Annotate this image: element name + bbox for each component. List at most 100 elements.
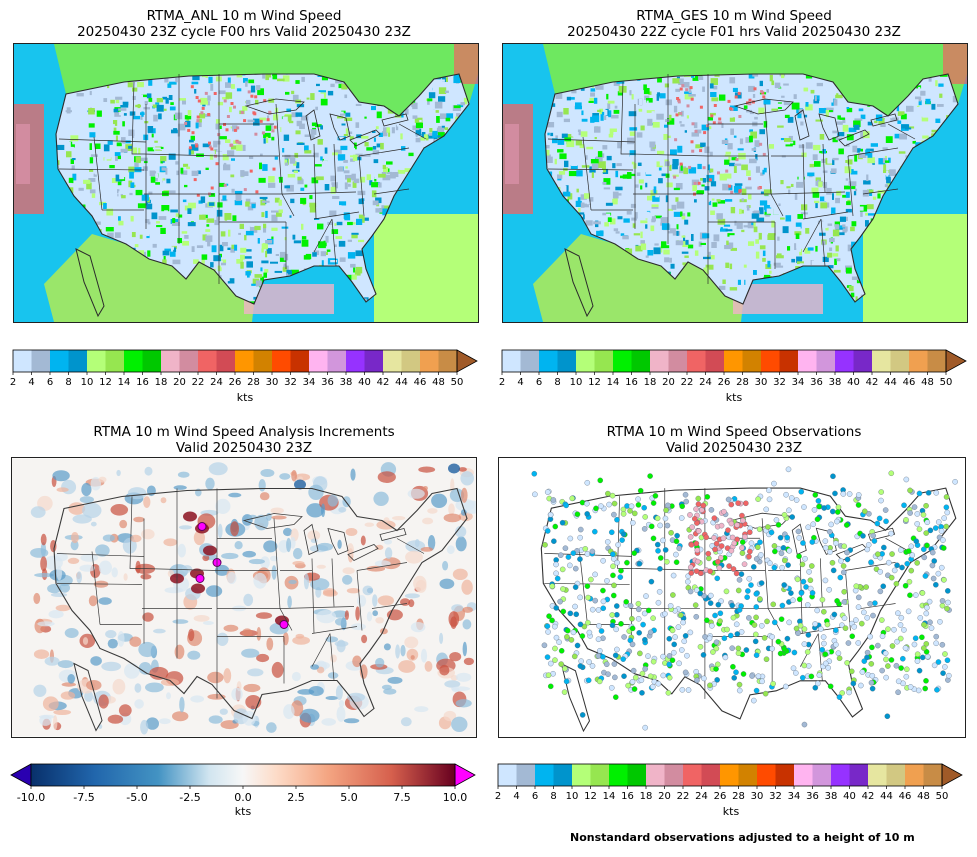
colorbar-tick-label: 2 bbox=[499, 377, 505, 388]
colorbar-segment bbox=[779, 350, 799, 372]
colorbar-tick-label: 10 bbox=[566, 791, 579, 802]
colorbar-tick-label: 42 bbox=[377, 377, 390, 388]
colorbar-tick-label: -7.5 bbox=[73, 791, 94, 804]
inc-colorbar-scale: -10.0 -7.5 -5.0 -2.5 0.0 2.5 5.0 7.5 10.0 bbox=[10, 763, 476, 804]
colorbar-segment bbox=[761, 350, 780, 372]
colorbar-segment bbox=[742, 350, 762, 372]
colorbar-segment bbox=[401, 350, 421, 372]
colorbar-tick-label: 26 bbox=[718, 377, 731, 388]
colorbar-segment bbox=[438, 350, 458, 372]
colorbar-segment bbox=[812, 764, 832, 786]
anl-colorbar: 2 4 6 8 10 12 14 16 18 20 22 24 26 28 30 32 34 36 38 40 42 44… bbox=[10, 349, 483, 388]
inc-title-line1: RTMA 10 m Wind Speed Analysis Increments bbox=[93, 424, 395, 440]
ges-title-line1: RTMA_GES 10 m Wind Speed bbox=[636, 8, 832, 24]
colorbar-segment bbox=[835, 350, 854, 372]
colorbar-segment bbox=[498, 764, 517, 786]
colorbar-tick-label: 6 bbox=[47, 377, 53, 388]
colorbar-tick-label: 14 bbox=[118, 377, 131, 388]
colorbar-tick-label: 24 bbox=[210, 377, 223, 388]
ges-map bbox=[502, 43, 968, 323]
colorbar-segment bbox=[50, 350, 69, 372]
colorbar-segment bbox=[905, 764, 924, 786]
colorbar-tick-label: 30 bbox=[755, 377, 768, 388]
colorbar-segment bbox=[683, 764, 702, 786]
colorbar-tick-label: 18 bbox=[155, 377, 168, 388]
colorbar-tick-label: 22 bbox=[677, 791, 690, 802]
colorbar-segment bbox=[775, 764, 795, 786]
colorbar-segment bbox=[631, 350, 651, 372]
colorbar-segment bbox=[705, 350, 725, 372]
colorbar-tick-label: 8 bbox=[550, 791, 556, 802]
colorbar-tick-label: -2.5 bbox=[179, 791, 200, 804]
colorbar-segment bbox=[364, 350, 384, 372]
colorbar-segment bbox=[909, 350, 928, 372]
colorbar-tick-label: 16 bbox=[625, 377, 638, 388]
inc-colorbar: -10.0 -7.5 -5.0 -2.5 0.0 2.5 5.0 7.5 10.0 bbox=[10, 763, 477, 804]
colorbar-segment bbox=[872, 350, 891, 372]
colorbar-tick-label: 16 bbox=[136, 377, 149, 388]
colorbar-segment bbox=[849, 764, 869, 786]
colorbar-segment bbox=[576, 350, 595, 372]
colorbar-tick-label: 2 bbox=[495, 791, 501, 802]
colorbar-tick-label: 2 bbox=[10, 377, 16, 388]
colorbar-tick-label: 14 bbox=[607, 377, 620, 388]
obs-title-line1: RTMA 10 m Wind Speed Observations bbox=[606, 424, 862, 440]
inc-map bbox=[11, 457, 477, 738]
colorbar-tick-label: 50 bbox=[451, 377, 464, 388]
colorbar-segment bbox=[572, 764, 591, 786]
inc-increment-field bbox=[12, 458, 476, 737]
colorbar-segment bbox=[816, 350, 836, 372]
colorbar-tick-label: 18 bbox=[640, 791, 653, 802]
colorbar-tick-label: 28 bbox=[736, 377, 749, 388]
colorbar-segment bbox=[535, 764, 554, 786]
colorbar-extend-arrow bbox=[945, 349, 967, 373]
colorbar-tick-label: 46 bbox=[899, 791, 912, 802]
obs-title: RTMA 10 m Wind Speed Observations Valid … bbox=[494, 424, 974, 456]
ges-colorbar: 2 4 6 8 10 12 14 16 18 20 22 24 26 28 30 32 34 36 38 40 42 44… bbox=[499, 349, 972, 388]
colorbar-tick-label: 20 bbox=[173, 377, 186, 388]
colorbar-tick-label: 48 bbox=[921, 377, 934, 388]
colorbar-tick-label: 38 bbox=[829, 377, 842, 388]
colorbar-tick-label: 26 bbox=[229, 377, 242, 388]
obs-station-plot bbox=[499, 458, 965, 737]
colorbar-segment bbox=[105, 350, 125, 372]
colorbar-segment bbox=[627, 764, 647, 786]
colorbar-segment bbox=[383, 350, 402, 372]
colorbar-segment bbox=[646, 764, 665, 786]
colorbar-tick-label: 4 bbox=[513, 791, 519, 802]
colorbar-tick-label: 12 bbox=[99, 377, 112, 388]
colorbar-tick-label: 36 bbox=[810, 377, 823, 388]
colorbar-segment bbox=[613, 350, 632, 372]
colorbar-high-arrow bbox=[454, 763, 476, 787]
colorbar-segment bbox=[346, 350, 365, 372]
anl-colorbar-unit: kts bbox=[236, 391, 254, 404]
colorbar-segment bbox=[687, 350, 706, 372]
colorbar-tick-label: 6 bbox=[536, 377, 542, 388]
colorbar-tick-label: 50 bbox=[936, 791, 949, 802]
obs-map bbox=[498, 457, 966, 738]
colorbar-segment bbox=[886, 764, 906, 786]
colorbar-segment bbox=[235, 350, 254, 372]
colorbar-tick-label: 32 bbox=[284, 377, 297, 388]
colorbar-segment bbox=[890, 350, 910, 372]
ges-wind-field bbox=[503, 44, 967, 322]
colorbar-segment bbox=[724, 350, 743, 372]
ges-title-line2: 20250430 22Z cycle F01 hrs Valid 2025043… bbox=[567, 24, 901, 40]
colorbar-segment bbox=[520, 350, 540, 372]
colorbar-tick-label: 12 bbox=[588, 377, 601, 388]
colorbar-tick-label: 10 bbox=[570, 377, 583, 388]
colorbar-tick-label: 42 bbox=[862, 791, 875, 802]
colorbar-gradient bbox=[30, 763, 456, 787]
colorbar-tick-label: 7.5 bbox=[393, 791, 411, 804]
colorbar-tick-label: 34 bbox=[788, 791, 801, 802]
colorbar-segment bbox=[868, 764, 887, 786]
colorbar-segment bbox=[161, 350, 180, 372]
obs-colorbar-unit: kts bbox=[722, 805, 740, 818]
obs-title-line2: Valid 20250430 23Z bbox=[665, 440, 803, 456]
colorbar-segment bbox=[720, 764, 739, 786]
colorbar-tick-label: 48 bbox=[432, 377, 445, 388]
colorbar-tick-label: 0.0 bbox=[234, 791, 252, 804]
colorbar-tick-label: 8 bbox=[65, 377, 71, 388]
obs-colorbar: 2 4 6 8 10 12 14 16 18 20 22 24 26 28 30 32 34 36 38 40 42 44… bbox=[495, 763, 970, 802]
colorbar-segment bbox=[831, 764, 850, 786]
